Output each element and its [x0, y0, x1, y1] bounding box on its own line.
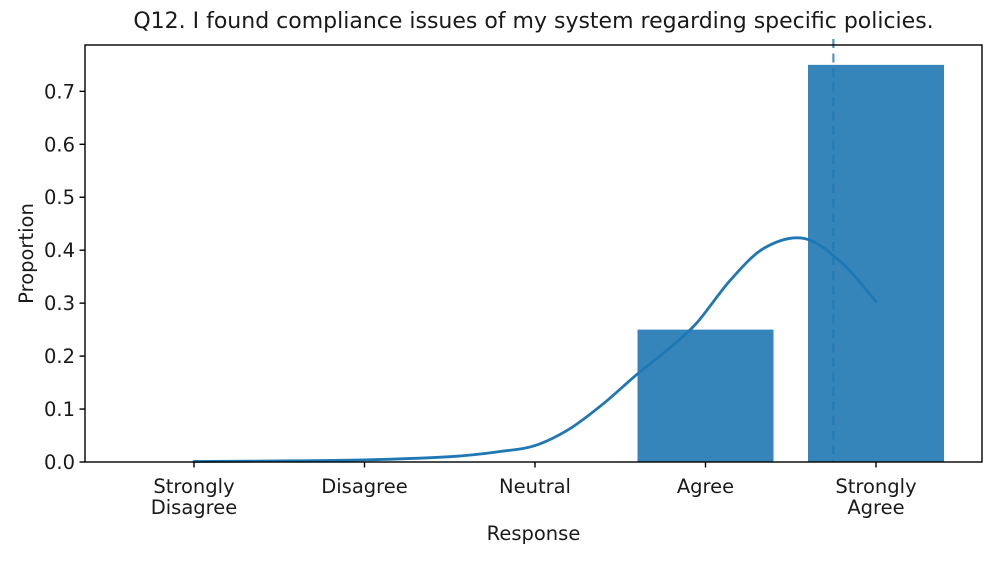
y-tick-label: 0.5	[44, 186, 75, 209]
y-axis-label: Proportion	[15, 203, 38, 304]
y-tick-label: 0.4	[44, 239, 75, 262]
x-tick-label: Neutral	[499, 475, 571, 498]
kde-layer	[192, 236, 878, 463]
y-tick-label: 0.3	[44, 292, 75, 315]
bar-strongly-agree	[808, 64, 944, 462]
tick-labels-layer: 0.0 0.1 0.2 0.3 0.4 0.5 0.6 0.7 Strongly Disagree…	[44, 80, 917, 519]
y-tick-label: 0.0	[44, 451, 75, 474]
y-tick-label: 0.7	[44, 80, 75, 103]
x-tick-label: Strongly Disagree	[151, 475, 238, 519]
ticks-layer	[79, 90, 877, 468]
chart-title: Q12. I found compliance issues of my sys…	[133, 9, 933, 34]
y-tick-label: 0.1	[44, 398, 75, 421]
x-tick-label: Disagree	[321, 475, 408, 498]
bars-layer	[637, 64, 944, 462]
bar-agree	[637, 329, 774, 462]
y-tick-label: 0.6	[44, 133, 75, 156]
x-tick-label: Agree	[677, 475, 734, 498]
y-tick-label: 0.2	[44, 345, 75, 368]
x-tick-label: Strongly Agree	[835, 475, 916, 519]
kde-curve	[192, 236, 878, 463]
axes-frame	[84, 44, 983, 463]
x-axis-label: Response	[487, 522, 581, 545]
